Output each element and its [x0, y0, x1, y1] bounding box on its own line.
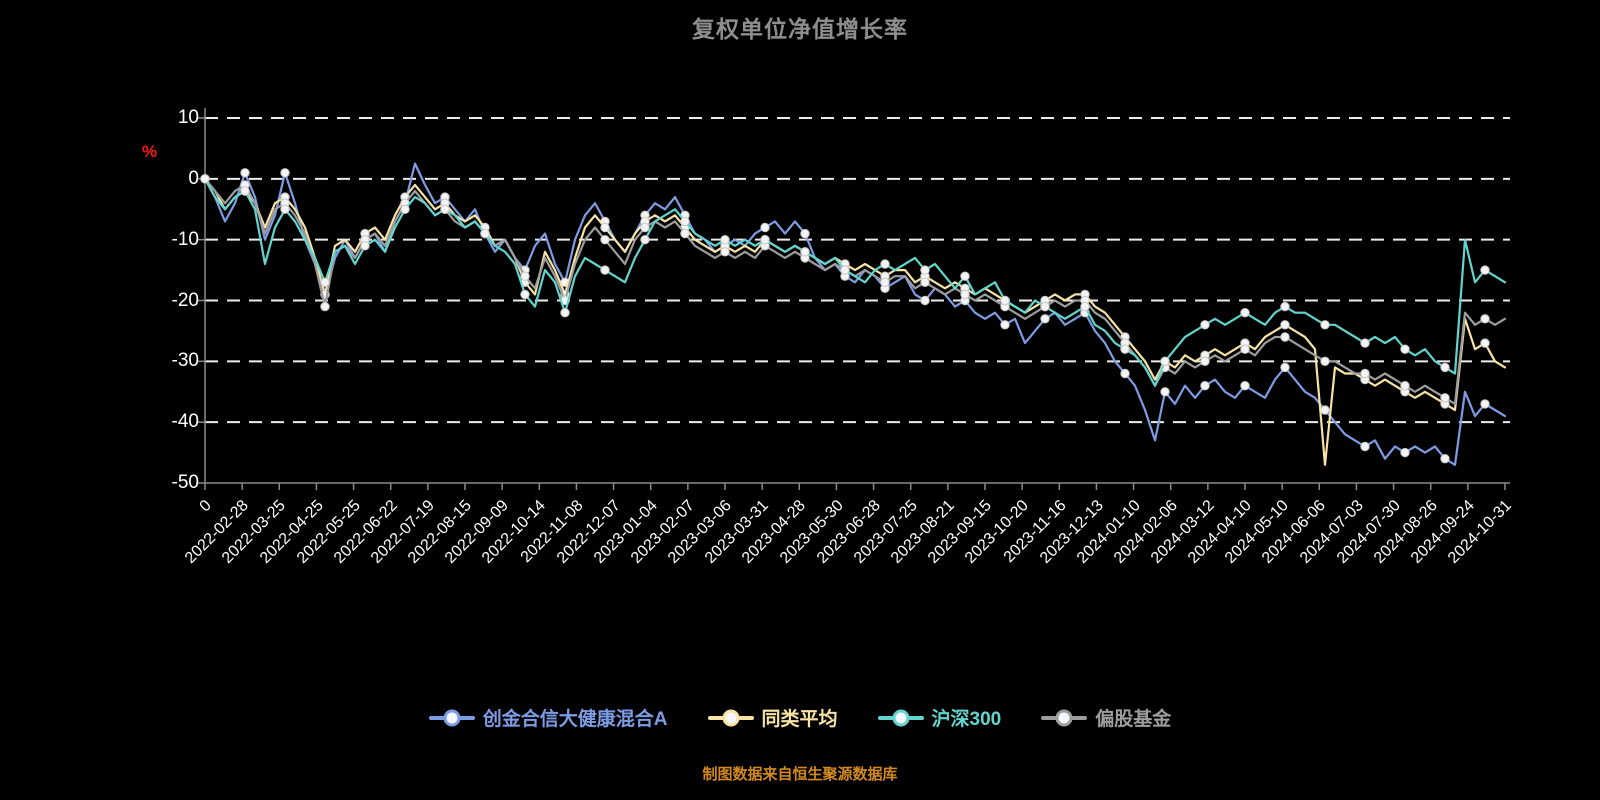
data-point-marker [360, 241, 370, 251]
data-point-marker [1480, 314, 1490, 324]
chart-title: 复权单位净值增长率 [692, 16, 908, 42]
data-point-marker [240, 168, 250, 178]
data-point-marker [1280, 301, 1290, 312]
data-point-marker [240, 186, 250, 196]
data-point-marker [1160, 356, 1170, 366]
data-point-marker [600, 265, 610, 275]
data-point-marker [1440, 454, 1450, 464]
y-tick-label: 10 [177, 107, 199, 128]
data-point-marker [280, 168, 290, 178]
data-point-marker [1400, 381, 1410, 391]
data-point-marker [800, 247, 810, 257]
data-point-marker [1120, 344, 1130, 354]
data-point-marker [920, 295, 930, 306]
legend-item-csi300[interactable]: 沪深300 [877, 704, 1002, 731]
data-point-marker [1480, 265, 1490, 275]
y-tick-label: 0 [188, 167, 199, 189]
data-point-marker [640, 235, 650, 245]
data-point-marker [1240, 381, 1250, 391]
data-point-marker [1440, 362, 1450, 373]
y-tick-label: -10 [171, 228, 199, 250]
data-point-marker [1280, 320, 1290, 330]
data-point-marker [680, 216, 690, 227]
data-point-marker [880, 277, 890, 287]
data-point-marker [920, 277, 930, 287]
data-point-marker [760, 222, 770, 233]
data-point-marker [480, 228, 490, 239]
data-point-marker [1000, 295, 1010, 306]
legend-marker-equity-funds-icon [1041, 708, 1088, 728]
data-point-marker [1160, 387, 1170, 397]
data-point-marker [1320, 356, 1330, 366]
data-point-marker [960, 289, 970, 300]
data-point-marker [1440, 393, 1450, 403]
legend-label-fund: 创金合信大健康混合A [482, 709, 668, 730]
data-point-marker [560, 308, 570, 318]
data-point-marker [1280, 362, 1290, 373]
series-line-创金合信大健康混合A [203, 162, 1507, 466]
y-tick-label: -40 [171, 411, 199, 433]
data-point-marker [280, 204, 290, 215]
data-point-marker [1320, 405, 1330, 415]
y-tick-label: -20 [171, 289, 199, 311]
data-point-marker [320, 277, 330, 287]
legend: 创金合信大健康混合A 同类平均 沪深300 偏股基金 [0, 704, 1600, 731]
legend-label-peer-average: 同类平均 [761, 709, 838, 730]
data-point-marker [720, 235, 730, 245]
y-tick-label: -30 [171, 350, 199, 372]
data-point-marker [1200, 320, 1210, 330]
data-point-marker [1320, 320, 1330, 330]
data-point-marker [400, 204, 410, 215]
data-point-marker [760, 235, 770, 245]
data-point-marker [680, 228, 690, 239]
data-point-marker [1120, 368, 1130, 379]
data-point-marker [520, 289, 530, 300]
legend-label-csi300: 沪深300 [931, 709, 1002, 730]
legend-item-fund[interactable]: 创金合信大健康混合A [428, 704, 668, 731]
data-point-marker [840, 265, 850, 275]
data-point-marker [600, 222, 610, 233]
data-point-marker [1360, 441, 1370, 452]
data-point-marker [1480, 338, 1490, 348]
data-point-marker [1040, 301, 1050, 312]
legend-marker-csi300-icon [877, 708, 924, 728]
y-tick-label: -50 [171, 472, 199, 493]
legend-marker-peer-average-icon [707, 708, 754, 728]
data-point-marker [200, 174, 210, 184]
data-point-marker [960, 271, 970, 281]
data-point-marker [720, 247, 730, 257]
data-point-marker [1360, 338, 1370, 348]
data-point-marker [1480, 399, 1490, 409]
data-point-marker [600, 235, 610, 245]
data-source-note: 制图数据来自恒生聚源数据库 [702, 766, 898, 783]
legend-item-equity-funds[interactable]: 偏股基金 [1041, 704, 1171, 731]
data-point-marker [1200, 381, 1210, 391]
data-point-marker [1360, 368, 1370, 379]
series-line-偏股基金 [203, 177, 1507, 405]
data-point-marker [1200, 356, 1210, 366]
data-point-marker [1400, 344, 1410, 354]
data-point-marker [1240, 308, 1250, 318]
legend-item-peer-average[interactable]: 同类平均 [707, 704, 838, 731]
data-point-marker [1400, 447, 1410, 458]
legend-marker-fund-icon [428, 708, 475, 728]
data-point-marker [1280, 332, 1290, 342]
data-point-marker [320, 301, 330, 312]
data-point-marker [1080, 301, 1090, 312]
data-point-marker [1040, 314, 1050, 324]
legend-label-equity-funds: 偏股基金 [1095, 709, 1172, 730]
y-axis-unit-label: % [142, 142, 158, 161]
data-point-marker [800, 228, 810, 239]
data-point-marker [1240, 344, 1250, 354]
data-point-marker [1000, 320, 1010, 330]
data-point-marker [920, 265, 930, 275]
data-point-marker [520, 271, 530, 281]
data-point-marker [440, 204, 450, 215]
data-point-marker [640, 222, 650, 233]
data-point-marker [880, 259, 890, 269]
